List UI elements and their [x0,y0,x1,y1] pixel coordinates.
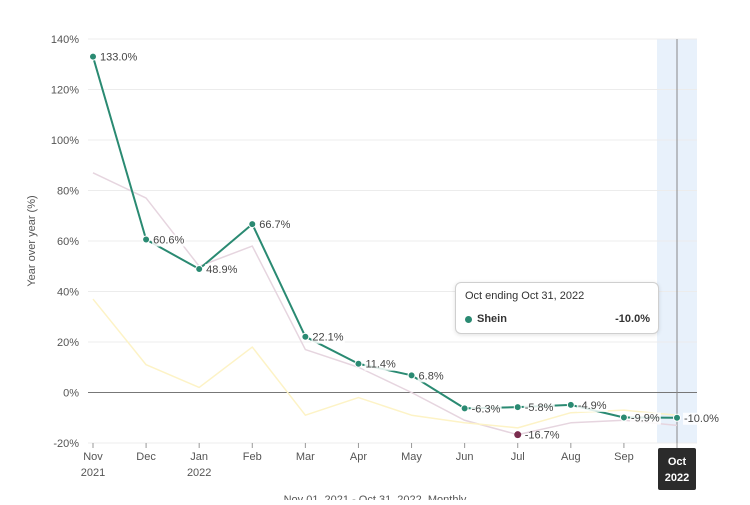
x-tick-label: Jan [190,451,208,463]
x-tick-label: Sep [614,451,634,463]
data-point [142,235,151,244]
annotation-label: -16.7% [525,430,560,442]
y-tick-label: 20% [57,337,79,349]
data-label: -10.0% [684,413,719,425]
tooltip-series-name: Shein [477,313,507,325]
y-tick-label: 80% [57,186,79,198]
y-tick-label: 120% [51,85,79,97]
tooltip-title: Oct ending Oct 31, 2022 [465,290,585,302]
data-label: -6.3% [472,403,501,415]
data-label: -5.8% [525,402,554,414]
x-tick-label: Apr [350,451,367,463]
data-label-bg [683,412,721,425]
data-point [301,332,310,341]
y-tick-label: 60% [57,236,79,248]
data-label-bg [523,402,555,415]
annotation-point [514,431,522,439]
x-highlight-badge [658,448,696,490]
x-tick-label: Mar [296,451,315,463]
tooltip-value: -10.0% [615,313,650,325]
data-point [566,400,575,409]
data-label: 11.4% [365,359,396,371]
data-point [673,413,681,422]
x-tick-sublabel: 2021 [81,467,105,479]
y-tick-label: 40% [57,287,79,299]
data-label: 66.7% [259,219,290,231]
data-label-bg [152,234,186,247]
x-tick-label: Feb [243,451,262,463]
data-label-bg [258,219,292,232]
data-label: 6.8% [419,370,444,382]
data-label: 22.1% [312,332,343,344]
x-tick-label: Dec [136,451,156,463]
y-axis-label: Year over year (%) [26,195,38,286]
data-label-bg [470,403,502,416]
chart-tooltip: Oct ending Oct 31, 2022 Shein -10.0% [455,282,659,334]
data-label-bg [99,51,139,64]
x-tick-sublabel: 2022 [187,467,211,479]
data-point [248,220,257,229]
data-label-bg [205,264,239,277]
y-tick-label: -20% [53,438,79,450]
x-tick-sublabel: 2022 [665,472,689,484]
data-label: 60.6% [153,234,184,246]
data-point [89,52,97,61]
data-label-bg [629,412,661,425]
y-tick-label: 100% [51,135,79,147]
x-tick-label: Jun [456,451,474,463]
data-point [460,404,469,413]
series-line-background [92,172,678,436]
y-tick-label: 140% [51,34,79,46]
data-label: -9.9% [631,412,660,424]
y-tick-label: 0% [63,388,79,400]
x-tick-label: Oct [668,456,687,468]
data-label: -4.9% [578,400,607,412]
date-range-caption: Nov 01, 2021 - Oct 31, 2022, Monthly [284,494,467,500]
data-point [354,359,363,368]
series-line-background [92,298,678,429]
data-label: 133.0% [100,52,138,64]
data-point [407,371,416,380]
x-tick-label: Jul [511,451,525,463]
data-label-bg [576,399,608,412]
x-tick-label: Aug [561,451,581,463]
data-label-bg [417,370,445,383]
data-label: 48.9% [206,264,237,276]
data-point [513,403,522,412]
data-label-bg [311,331,345,344]
data-point [195,265,204,274]
x-tick-label: May [401,451,422,463]
data-point [619,413,628,422]
x-tick-label: Nov [83,451,103,463]
tooltip-series-dot [465,316,472,323]
data-label-bg [364,358,398,371]
